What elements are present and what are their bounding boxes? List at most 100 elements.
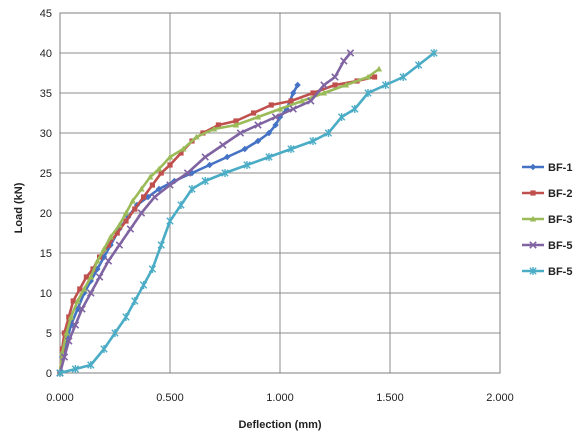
data-point [294, 81, 301, 89]
data-point [77, 286, 83, 292]
legend-swatch-marker [529, 241, 537, 249]
data-point [129, 197, 136, 204]
data-point [67, 313, 75, 320]
data-point [188, 169, 196, 177]
data-point [115, 241, 124, 249]
data-point [221, 169, 229, 177]
legend: BF-1 BF-2 BF-3 BF-5 BF-5 [522, 162, 572, 278]
data-point [320, 89, 328, 96]
data-point [236, 129, 245, 137]
series-5 [56, 49, 438, 377]
legend-label: BF-3 [548, 214, 572, 226]
data-point [74, 297, 81, 304]
legend-swatch-marker [530, 190, 536, 196]
data-point [307, 97, 315, 105]
data-point [65, 337, 73, 345]
data-point [155, 185, 163, 193]
data-point [265, 153, 273, 161]
series-1 [56, 81, 301, 377]
data-point [147, 173, 154, 180]
data-point [132, 206, 138, 212]
data-point [126, 225, 135, 233]
data-point [287, 145, 295, 153]
data-point [131, 297, 139, 305]
data-point [180, 145, 187, 152]
data-point [100, 245, 108, 252]
data-point [63, 329, 70, 336]
data-point [87, 289, 95, 297]
data-point [56, 369, 64, 377]
data-point [290, 89, 297, 97]
data-point [364, 73, 372, 80]
data-point [268, 102, 274, 108]
data-point [254, 137, 262, 145]
data-point [241, 145, 248, 153]
data-point [215, 122, 221, 128]
data-point [320, 81, 328, 89]
data-point [298, 97, 306, 104]
series-line [58, 84, 299, 374]
y-tick-label: 0 [46, 368, 52, 380]
data-point [111, 329, 119, 337]
series-2 [57, 74, 378, 376]
data-point [83, 274, 89, 280]
y-tick-label: 40 [40, 48, 52, 60]
data-point [95, 273, 104, 281]
data-point [289, 105, 297, 113]
legend-item: BF-3 [522, 214, 572, 226]
data-point [100, 345, 108, 353]
legend-label: BF-5 [548, 266, 572, 278]
data-point [94, 257, 101, 264]
data-point [233, 118, 239, 124]
data-point [206, 161, 213, 169]
legend-item: BF-5 [522, 240, 572, 252]
data-point [342, 81, 350, 88]
data-point [138, 185, 145, 192]
data-point [254, 113, 262, 120]
data-point [149, 182, 155, 188]
data-point [332, 82, 338, 88]
data-point [116, 221, 123, 228]
legend-item: BF-5 [522, 266, 572, 278]
data-point [351, 105, 359, 113]
data-point [331, 73, 339, 81]
y-axis-title: Load (kN) [13, 182, 25, 233]
data-point [94, 265, 101, 273]
data-point [60, 353, 69, 361]
data-point [150, 193, 159, 201]
data-point [166, 217, 174, 225]
data-point [288, 98, 294, 104]
data-point [232, 121, 240, 128]
legend-label: BF-2 [548, 188, 572, 200]
x-tick-label: 1.000 [266, 392, 294, 404]
data-point [251, 110, 257, 116]
legend-item: BF-1 [522, 162, 572, 174]
data-point [61, 330, 67, 336]
data-point [243, 161, 251, 169]
data-point [155, 165, 163, 172]
data-point [107, 233, 114, 240]
data-point [141, 194, 147, 200]
data-point [210, 125, 218, 132]
series-4 [56, 49, 355, 377]
data-point [219, 141, 227, 149]
data-point [272, 121, 279, 129]
data-point [137, 209, 146, 217]
y-tick-label: 35 [40, 88, 52, 100]
legend-swatch-marker [529, 267, 537, 275]
data-point [114, 230, 120, 236]
data-point [271, 113, 280, 121]
data-point [122, 313, 130, 321]
plot-area-frame [59, 12, 501, 374]
data-point [166, 181, 174, 189]
data-point [87, 361, 95, 369]
data-point [201, 177, 209, 185]
y-tick-label: 5 [46, 328, 52, 340]
x-tick-label: 2.000 [486, 392, 514, 404]
data-point [66, 314, 72, 320]
data-point [224, 153, 231, 161]
data-point [105, 242, 111, 248]
legend-item: BF-2 [522, 188, 572, 200]
data-point [166, 153, 174, 160]
